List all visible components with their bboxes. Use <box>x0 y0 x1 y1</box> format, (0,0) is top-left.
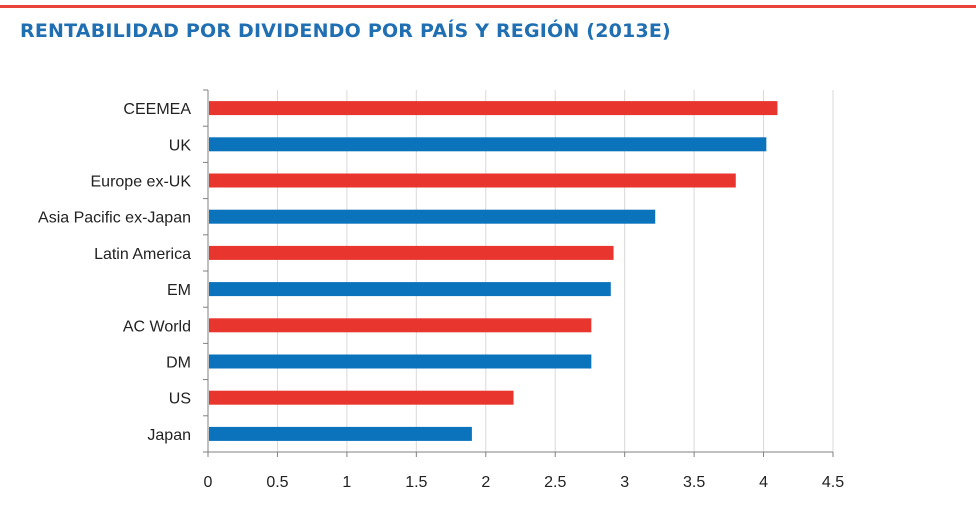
bar-latin-america <box>209 245 614 260</box>
x-tick-label: 0.5 <box>266 474 288 491</box>
x-tick-label: 2.5 <box>544 474 566 491</box>
axes <box>203 89 834 457</box>
bar-uk <box>209 137 767 152</box>
x-tick-label: 1 <box>342 474 351 491</box>
category-label: Latin America <box>94 246 191 263</box>
category-label: US <box>169 391 191 408</box>
bars <box>209 101 778 441</box>
x-tick-label: 2 <box>481 474 490 491</box>
category-label: AC World <box>123 318 191 335</box>
bar-dm <box>209 354 592 369</box>
x-tick-label: 0 <box>204 474 213 491</box>
bar-japan <box>209 426 472 441</box>
category-label: Japan <box>147 427 191 444</box>
x-tick-label: 3.5 <box>683 474 705 491</box>
page-title: RENTABILIDAD POR DIVIDENDO POR PAÍS Y RE… <box>20 20 671 42</box>
bar-em <box>209 282 611 297</box>
tick-labels: 0 0.5 1 1.5 2 2.5 3 3.5 4 4.5 <box>204 474 845 491</box>
x-tick-label: 4.5 <box>822 474 844 491</box>
top-rule <box>0 5 976 8</box>
category-label: UK <box>169 137 192 154</box>
category-label: Asia Pacific ex-Japan <box>38 210 191 227</box>
category-label: DM <box>166 355 191 372</box>
bar-europe-ex-uk <box>209 173 736 188</box>
category-label: EM <box>167 282 191 299</box>
bar-asia-pacific-ex-japan <box>209 209 656 224</box>
x-tick-label: 3 <box>620 474 629 491</box>
x-tick-label: 1.5 <box>405 474 427 491</box>
x-tick-label: 4 <box>759 474 768 491</box>
category-label: Europe ex-UK <box>91 174 192 191</box>
category-label: CEEMEA <box>123 101 191 118</box>
bar-ac-world <box>209 318 592 333</box>
bar-ceemea <box>209 101 778 116</box>
category-labels: CEEMEA UK Europe ex-UK Asia Pacific ex-Japa… <box>38 101 191 444</box>
bar-us <box>209 390 514 405</box>
